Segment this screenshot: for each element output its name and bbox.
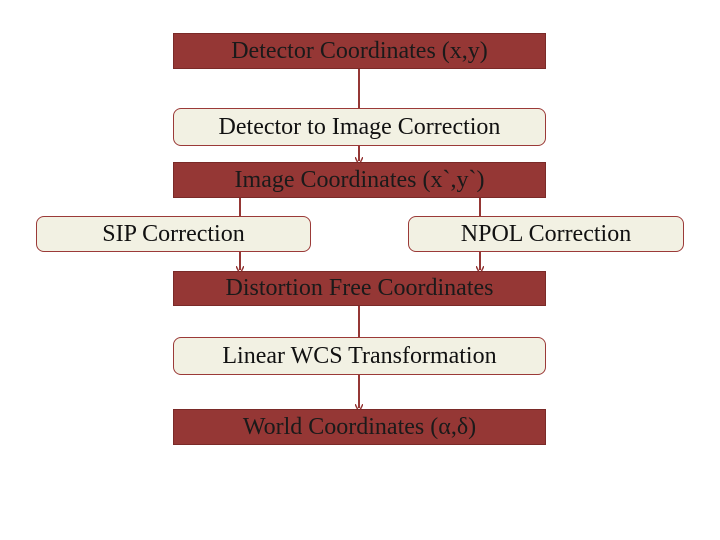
world-coordinates-box: World Coordinates (α,δ) [173,409,546,445]
linear-wcs-transformation-box: Linear WCS Transformation [173,337,546,375]
detector-to-image-correction-box: Detector to Image Correction [173,108,546,146]
image-coordinates-box: Image Coordinates (x`,y`) [173,162,546,198]
npol-correction-box: NPOL Correction [408,216,684,252]
distortion-free-coordinates-box: Distortion Free Coordinates [173,271,546,306]
sip-correction-box: SIP Correction [36,216,311,252]
detector-coordinates-box: Detector Coordinates (x,y) [173,33,546,69]
